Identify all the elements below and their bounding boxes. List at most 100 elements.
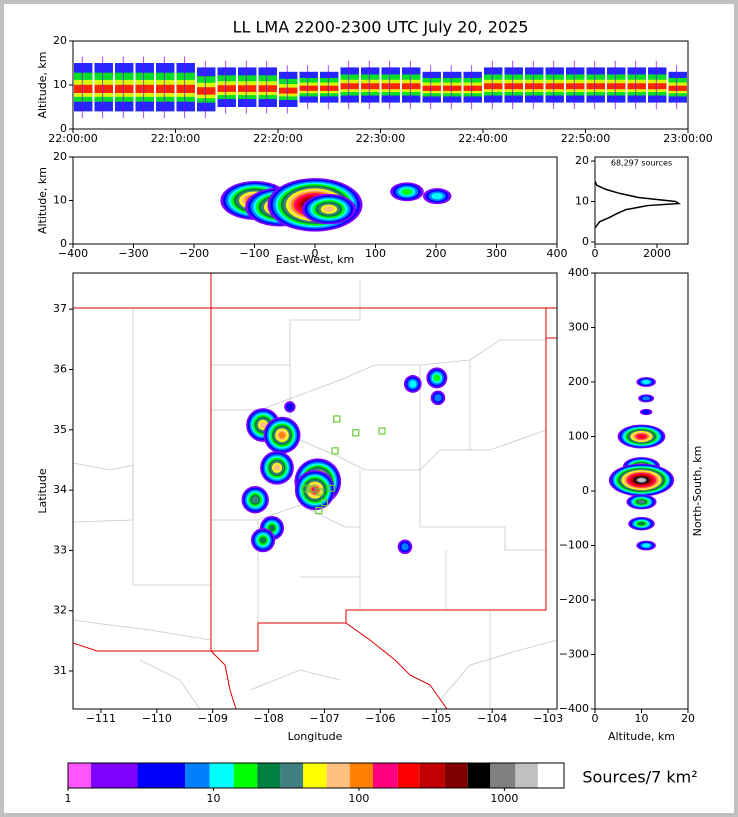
- state-borders: [73, 273, 557, 709]
- station: [301, 485, 309, 493]
- strip: [217, 85, 236, 92]
- x-tick-label: 22:50:00: [561, 132, 610, 145]
- y-tick-label: 20: [53, 150, 67, 163]
- x-tick-label: 10: [206, 792, 220, 805]
- x-tick-label: −200: [179, 247, 209, 260]
- strip: [504, 83, 523, 90]
- x-tick-label: 22:40:00: [458, 132, 507, 145]
- y-tick-label: 37: [53, 302, 67, 315]
- source-density: [637, 434, 646, 439]
- colorbar-segment: [280, 763, 304, 788]
- x-tick-label: −100: [239, 247, 269, 260]
- source-density: [641, 409, 651, 415]
- colorbar-segment: [233, 763, 258, 788]
- colorbar-segment: [326, 763, 350, 788]
- x-tick-label: 100: [365, 247, 386, 260]
- x-axis-label: Altitude, km: [608, 730, 675, 743]
- strip: [156, 84, 175, 94]
- y-tick-label: 0: [60, 237, 67, 250]
- strip: [94, 84, 113, 94]
- y-tick-label: 34: [53, 483, 67, 496]
- panel-colorbar: 1 10 100 1000 Sources/7 km²: [65, 762, 698, 805]
- colorbar-segment: [209, 763, 234, 788]
- y-tick-label: 10: [53, 78, 67, 91]
- strip: [463, 85, 482, 91]
- y-axis-label: Latitude: [36, 468, 49, 514]
- source-density: [401, 188, 413, 195]
- strip: [176, 84, 195, 94]
- x-tick-label: 20: [681, 712, 695, 725]
- panel-profile: 68,297 sources 0 2000 0 10 20: [575, 154, 689, 260]
- strip: [566, 83, 585, 90]
- source-density: [259, 421, 267, 429]
- strip: [361, 83, 380, 90]
- source-density: [637, 521, 646, 526]
- panel-map: −111 −110 −109 −108 −107 −106 −105 −104 −103 31 32…: [36, 272, 563, 743]
- x-tick-label: 22:00:00: [48, 132, 97, 145]
- y-tick-label: 36: [53, 362, 67, 375]
- source-density: [637, 478, 646, 482]
- station: [333, 415, 341, 423]
- x-axis-label: East-West, km: [276, 253, 354, 266]
- x-tick-label: −105: [421, 712, 451, 725]
- y-tick-label: −400: [559, 702, 589, 715]
- colorbar-segment: [303, 763, 327, 788]
- colorbar-segment: [137, 763, 186, 788]
- strip: [115, 84, 134, 94]
- plot-area: [595, 180, 681, 229]
- strip: [668, 85, 687, 91]
- strip: [648, 83, 667, 90]
- y-tick-label: 200: [568, 375, 589, 388]
- colorbar-segment: [68, 763, 92, 788]
- annotation: 68,297 sources: [611, 159, 672, 168]
- station: [320, 499, 329, 507]
- y-tick-label: 32: [53, 604, 67, 617]
- profile-line: [595, 180, 681, 229]
- y-tick-label: 31: [53, 664, 67, 677]
- colorbar-segment: [373, 763, 398, 788]
- axes-frame: [594, 156, 689, 245]
- station: [352, 429, 360, 437]
- x-tick-label: −111: [86, 712, 116, 725]
- y-tick-label: 10: [575, 195, 589, 208]
- source-density: [273, 464, 281, 472]
- source-density: [642, 396, 651, 401]
- x-tick-label: 2000: [643, 247, 671, 260]
- colorbar-segment: [515, 763, 538, 788]
- x-tick-label: −109: [198, 712, 228, 725]
- station: [331, 447, 339, 455]
- panel-strip: 22:00:00 22:10:00 22:20:00 22:30:00 22:40:00…: [36, 18, 713, 146]
- x-tick-label: 200: [426, 247, 447, 260]
- chart-title: LL LMA 2200-2300 UTC July 20, 2025: [233, 18, 529, 37]
- y-tick-label: 33: [53, 543, 67, 556]
- strip: [607, 83, 626, 90]
- source-density: [642, 380, 651, 384]
- colorbar-segment: [490, 763, 516, 788]
- source-density: [323, 206, 335, 213]
- strip: [402, 83, 421, 90]
- panel-blobs: 0 10 20 −400 −300 −200 −100 0 100 200 300 400 Altitu…: [559, 266, 704, 743]
- axes-frame: [72, 272, 558, 710]
- station: [378, 427, 386, 435]
- x-tick-label: 0: [312, 247, 319, 260]
- y-tick-label: 0: [60, 122, 67, 135]
- strip: [545, 83, 564, 90]
- x-tick-label: −300: [118, 247, 148, 260]
- y-tick-label: 300: [568, 321, 589, 334]
- x-tick-label: −110: [142, 712, 172, 725]
- source-density: [409, 380, 417, 388]
- strip: [74, 84, 93, 94]
- source-density: [278, 431, 286, 439]
- y-tick-label: −300: [559, 648, 589, 661]
- strip: [320, 85, 339, 91]
- x-tick-label: 23:00:00: [663, 132, 712, 145]
- strip: [299, 85, 318, 91]
- y-axis-label: Altitude, km: [36, 167, 49, 234]
- colorbar-segment: [467, 763, 491, 788]
- colorbar-segment: [185, 763, 210, 788]
- panel-blobs: −400 −300 −200 −100 0 100 200 300 400 0 10 20 East-W…: [36, 150, 568, 266]
- x-tick-label: −108: [254, 712, 284, 725]
- strip: [340, 83, 359, 90]
- y-tick-label: 10: [53, 194, 67, 207]
